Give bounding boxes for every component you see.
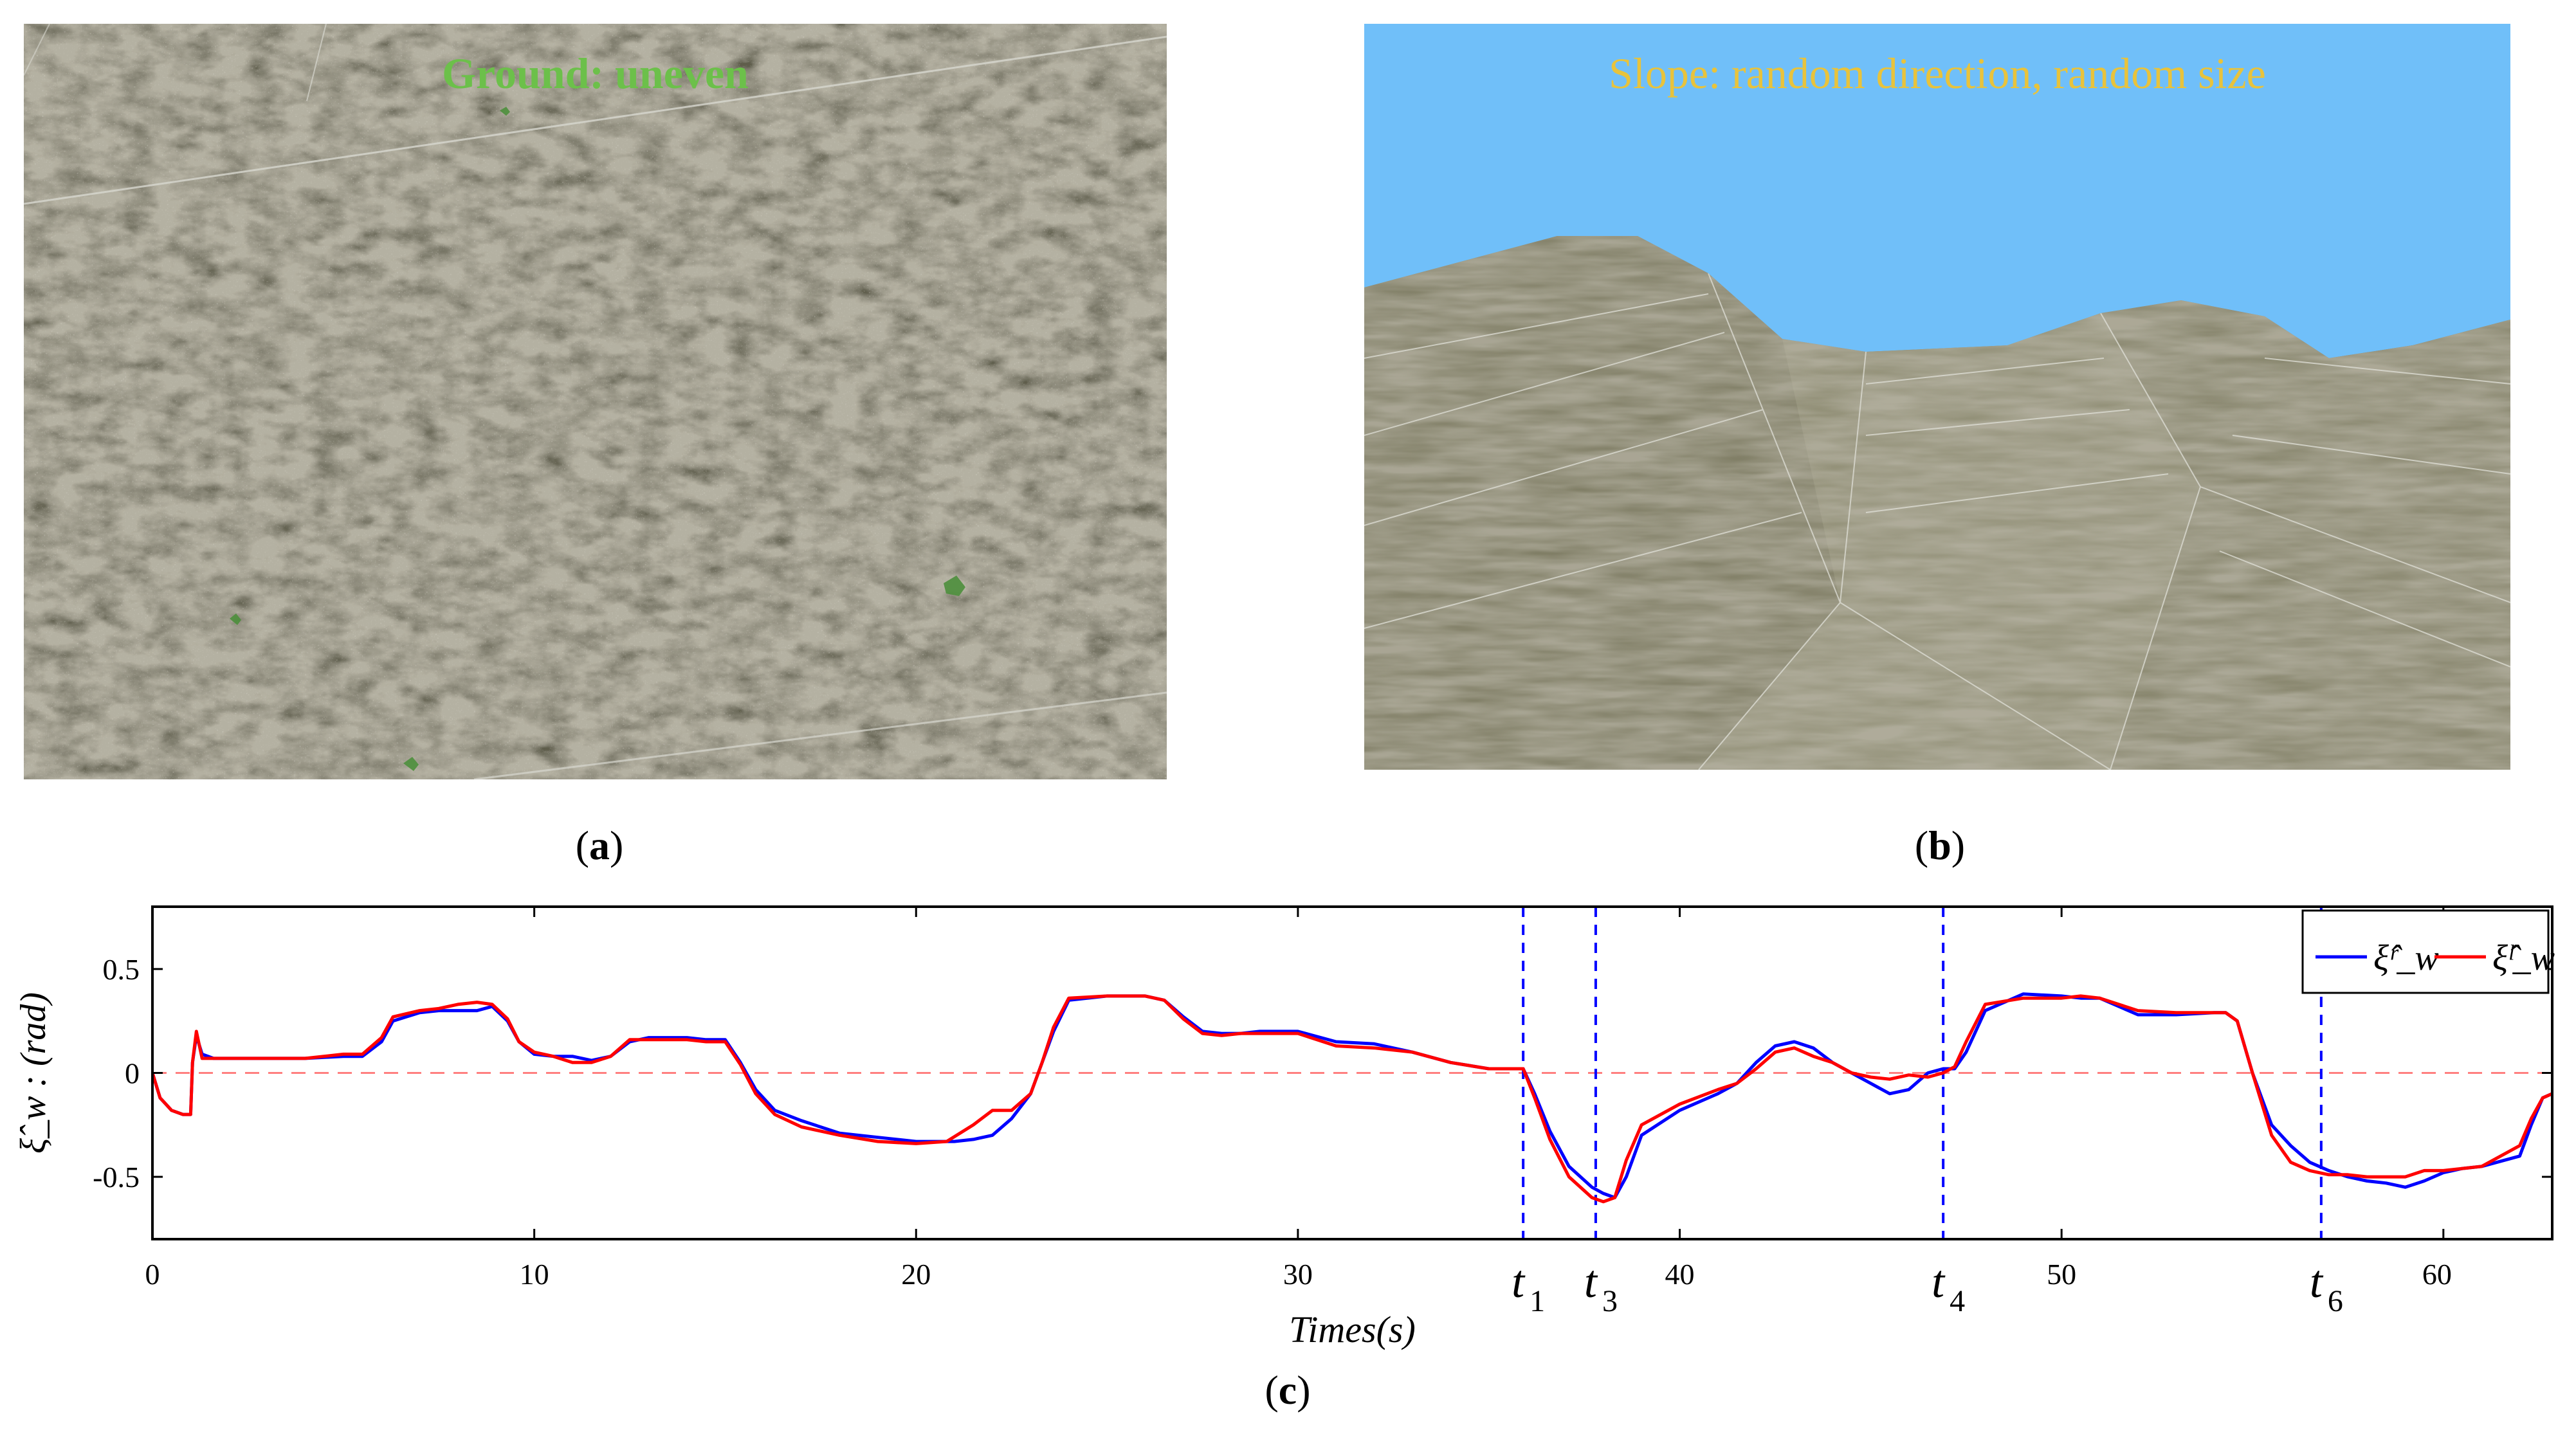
series-line-l [152,994,2552,1204]
event-label-sub: 1 [1530,1284,1545,1318]
y-tick-label: 0 [125,1057,140,1090]
x-tick-label: 50 [2047,1258,2076,1291]
panel-a-ground-image: Ground: uneven [24,24,1167,779]
event-label-t6: t [2310,1256,2324,1307]
panel-a-overlay-title: Ground: uneven [442,49,749,98]
panel-b-overlay-title: Slope: random direction, random size [1609,49,2266,98]
legend-box [2301,909,2550,994]
chart-lines-layer [152,907,2552,1239]
x-tick-label: 30 [1283,1258,1313,1291]
chart-svg: 0 10 20 30 40 50 600.50-0.5t 1 t 3 t 4 t 6Times(s)ξ̂_… [14,905,2555,1350]
x-tick-label: 20 [901,1258,931,1291]
x-tick-label: 40 [1665,1258,1695,1291]
legend-label: ξ̂ˡ_w [2492,938,2555,978]
event-label-t4: t [1932,1256,1946,1307]
panel-b-slope-image: Slope: random direction, random size [1364,24,2510,770]
random-slope-render [1364,24,2510,770]
event-label-sub: 3 [1602,1284,1618,1318]
x-tick-label: 10 [520,1258,549,1291]
caption-a: (a) [575,822,624,868]
legend-label: ξ̂ʳ_w [2373,938,2439,978]
panel-c-chart: 0 10 20 30 40 50 60 0.5 0 -0.5 t 1 t 3 t 4 t 6 Times(s) ξ̂_… [0,887,2576,1431]
caption-c: (c) [1265,1367,1311,1413]
x-axis-label: Times(s) [1289,1309,1416,1350]
y-axis-label: ξ̂_w : (rad) [14,992,53,1154]
event-label-sub: 4 [1950,1284,1965,1318]
series-line-r [152,992,2552,1199]
chart-axes-layer: 0 10 20 30 40 50 600.50-0.5t 1 t 3 t 4 t 6Times(s)ξ̂_… [14,905,2555,1350]
uneven-ground-render [24,24,1167,779]
y-tick-label: 0.5 [103,953,140,986]
event-label-t3: t [1584,1256,1598,1307]
event-label-sub: 6 [2328,1284,2343,1318]
caption-b: (b) [1914,822,1966,868]
x-tick-label: 60 [2422,1258,2452,1291]
event-label-t1: t [1512,1256,1526,1307]
x-tick-label: 0 [145,1258,160,1291]
y-tick-label: -0.5 [93,1161,140,1193]
